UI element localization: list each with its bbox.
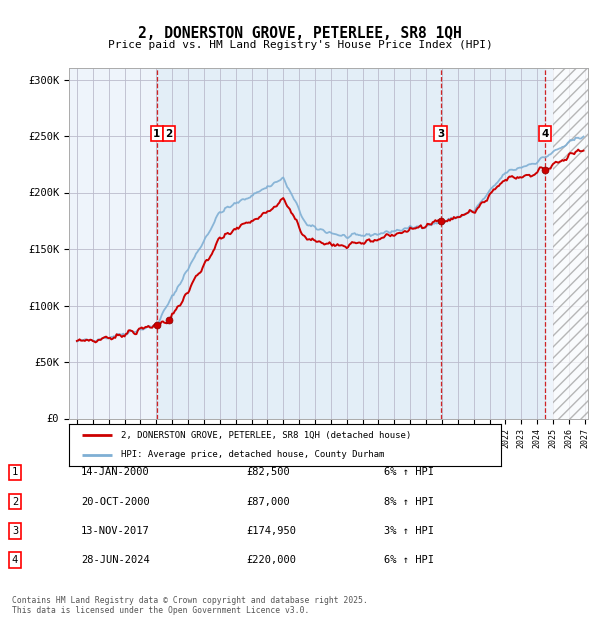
Text: Price paid vs. HM Land Registry's House Price Index (HPI): Price paid vs. HM Land Registry's House … bbox=[107, 40, 493, 50]
Text: 8% ↑ HPI: 8% ↑ HPI bbox=[384, 497, 434, 507]
Text: 4: 4 bbox=[12, 555, 18, 565]
Text: 14-JAN-2000: 14-JAN-2000 bbox=[81, 467, 150, 477]
Text: Contains HM Land Registry data © Crown copyright and database right 2025.
This d: Contains HM Land Registry data © Crown c… bbox=[12, 596, 368, 615]
Text: 1: 1 bbox=[154, 129, 161, 139]
Text: 2: 2 bbox=[12, 497, 18, 507]
Bar bbox=[553, 68, 588, 418]
Text: £82,500: £82,500 bbox=[246, 467, 290, 477]
Text: 2, DONERSTON GROVE, PETERLEE, SR8 1QH: 2, DONERSTON GROVE, PETERLEE, SR8 1QH bbox=[138, 26, 462, 41]
Text: 2: 2 bbox=[166, 129, 173, 139]
Text: 4: 4 bbox=[541, 129, 548, 139]
Text: 3: 3 bbox=[437, 129, 445, 139]
Bar bbox=[157, 68, 545, 418]
Text: 1: 1 bbox=[12, 467, 18, 477]
Text: £220,000: £220,000 bbox=[246, 555, 296, 565]
Text: 20-OCT-2000: 20-OCT-2000 bbox=[81, 497, 150, 507]
Text: HPI: Average price, detached house, County Durham: HPI: Average price, detached house, Coun… bbox=[121, 450, 384, 459]
Text: 28-JUN-2024: 28-JUN-2024 bbox=[81, 555, 150, 565]
Text: 6% ↑ HPI: 6% ↑ HPI bbox=[384, 555, 434, 565]
Text: 3: 3 bbox=[12, 526, 18, 536]
Text: 6% ↑ HPI: 6% ↑ HPI bbox=[384, 467, 434, 477]
Text: £87,000: £87,000 bbox=[246, 497, 290, 507]
Text: 13-NOV-2017: 13-NOV-2017 bbox=[81, 526, 150, 536]
Text: £174,950: £174,950 bbox=[246, 526, 296, 536]
Text: 3% ↑ HPI: 3% ↑ HPI bbox=[384, 526, 434, 536]
Text: 2, DONERSTON GROVE, PETERLEE, SR8 1QH (detached house): 2, DONERSTON GROVE, PETERLEE, SR8 1QH (d… bbox=[121, 431, 411, 440]
